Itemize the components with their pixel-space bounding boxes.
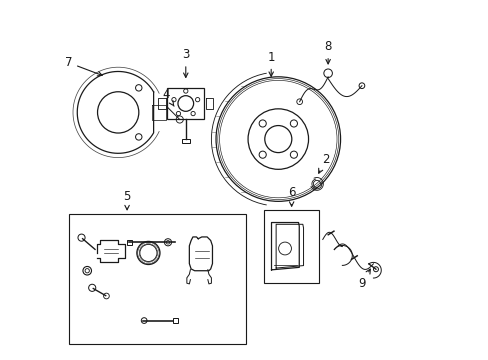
Text: 8: 8 bbox=[324, 40, 331, 64]
Text: 6: 6 bbox=[287, 186, 295, 206]
Bar bbox=[182, 139, 189, 143]
Text: 2: 2 bbox=[318, 153, 329, 173]
Text: 5: 5 bbox=[123, 189, 130, 210]
Text: 3: 3 bbox=[182, 48, 189, 77]
Bar bbox=[264, 210, 319, 283]
Bar bbox=[127, 240, 132, 245]
Text: 4: 4 bbox=[162, 88, 174, 106]
Bar bbox=[167, 88, 204, 119]
Bar bbox=[69, 214, 245, 344]
Bar bbox=[172, 318, 178, 323]
Text: 9: 9 bbox=[357, 269, 369, 290]
Text: 7: 7 bbox=[64, 56, 102, 76]
Text: 1: 1 bbox=[267, 51, 274, 76]
